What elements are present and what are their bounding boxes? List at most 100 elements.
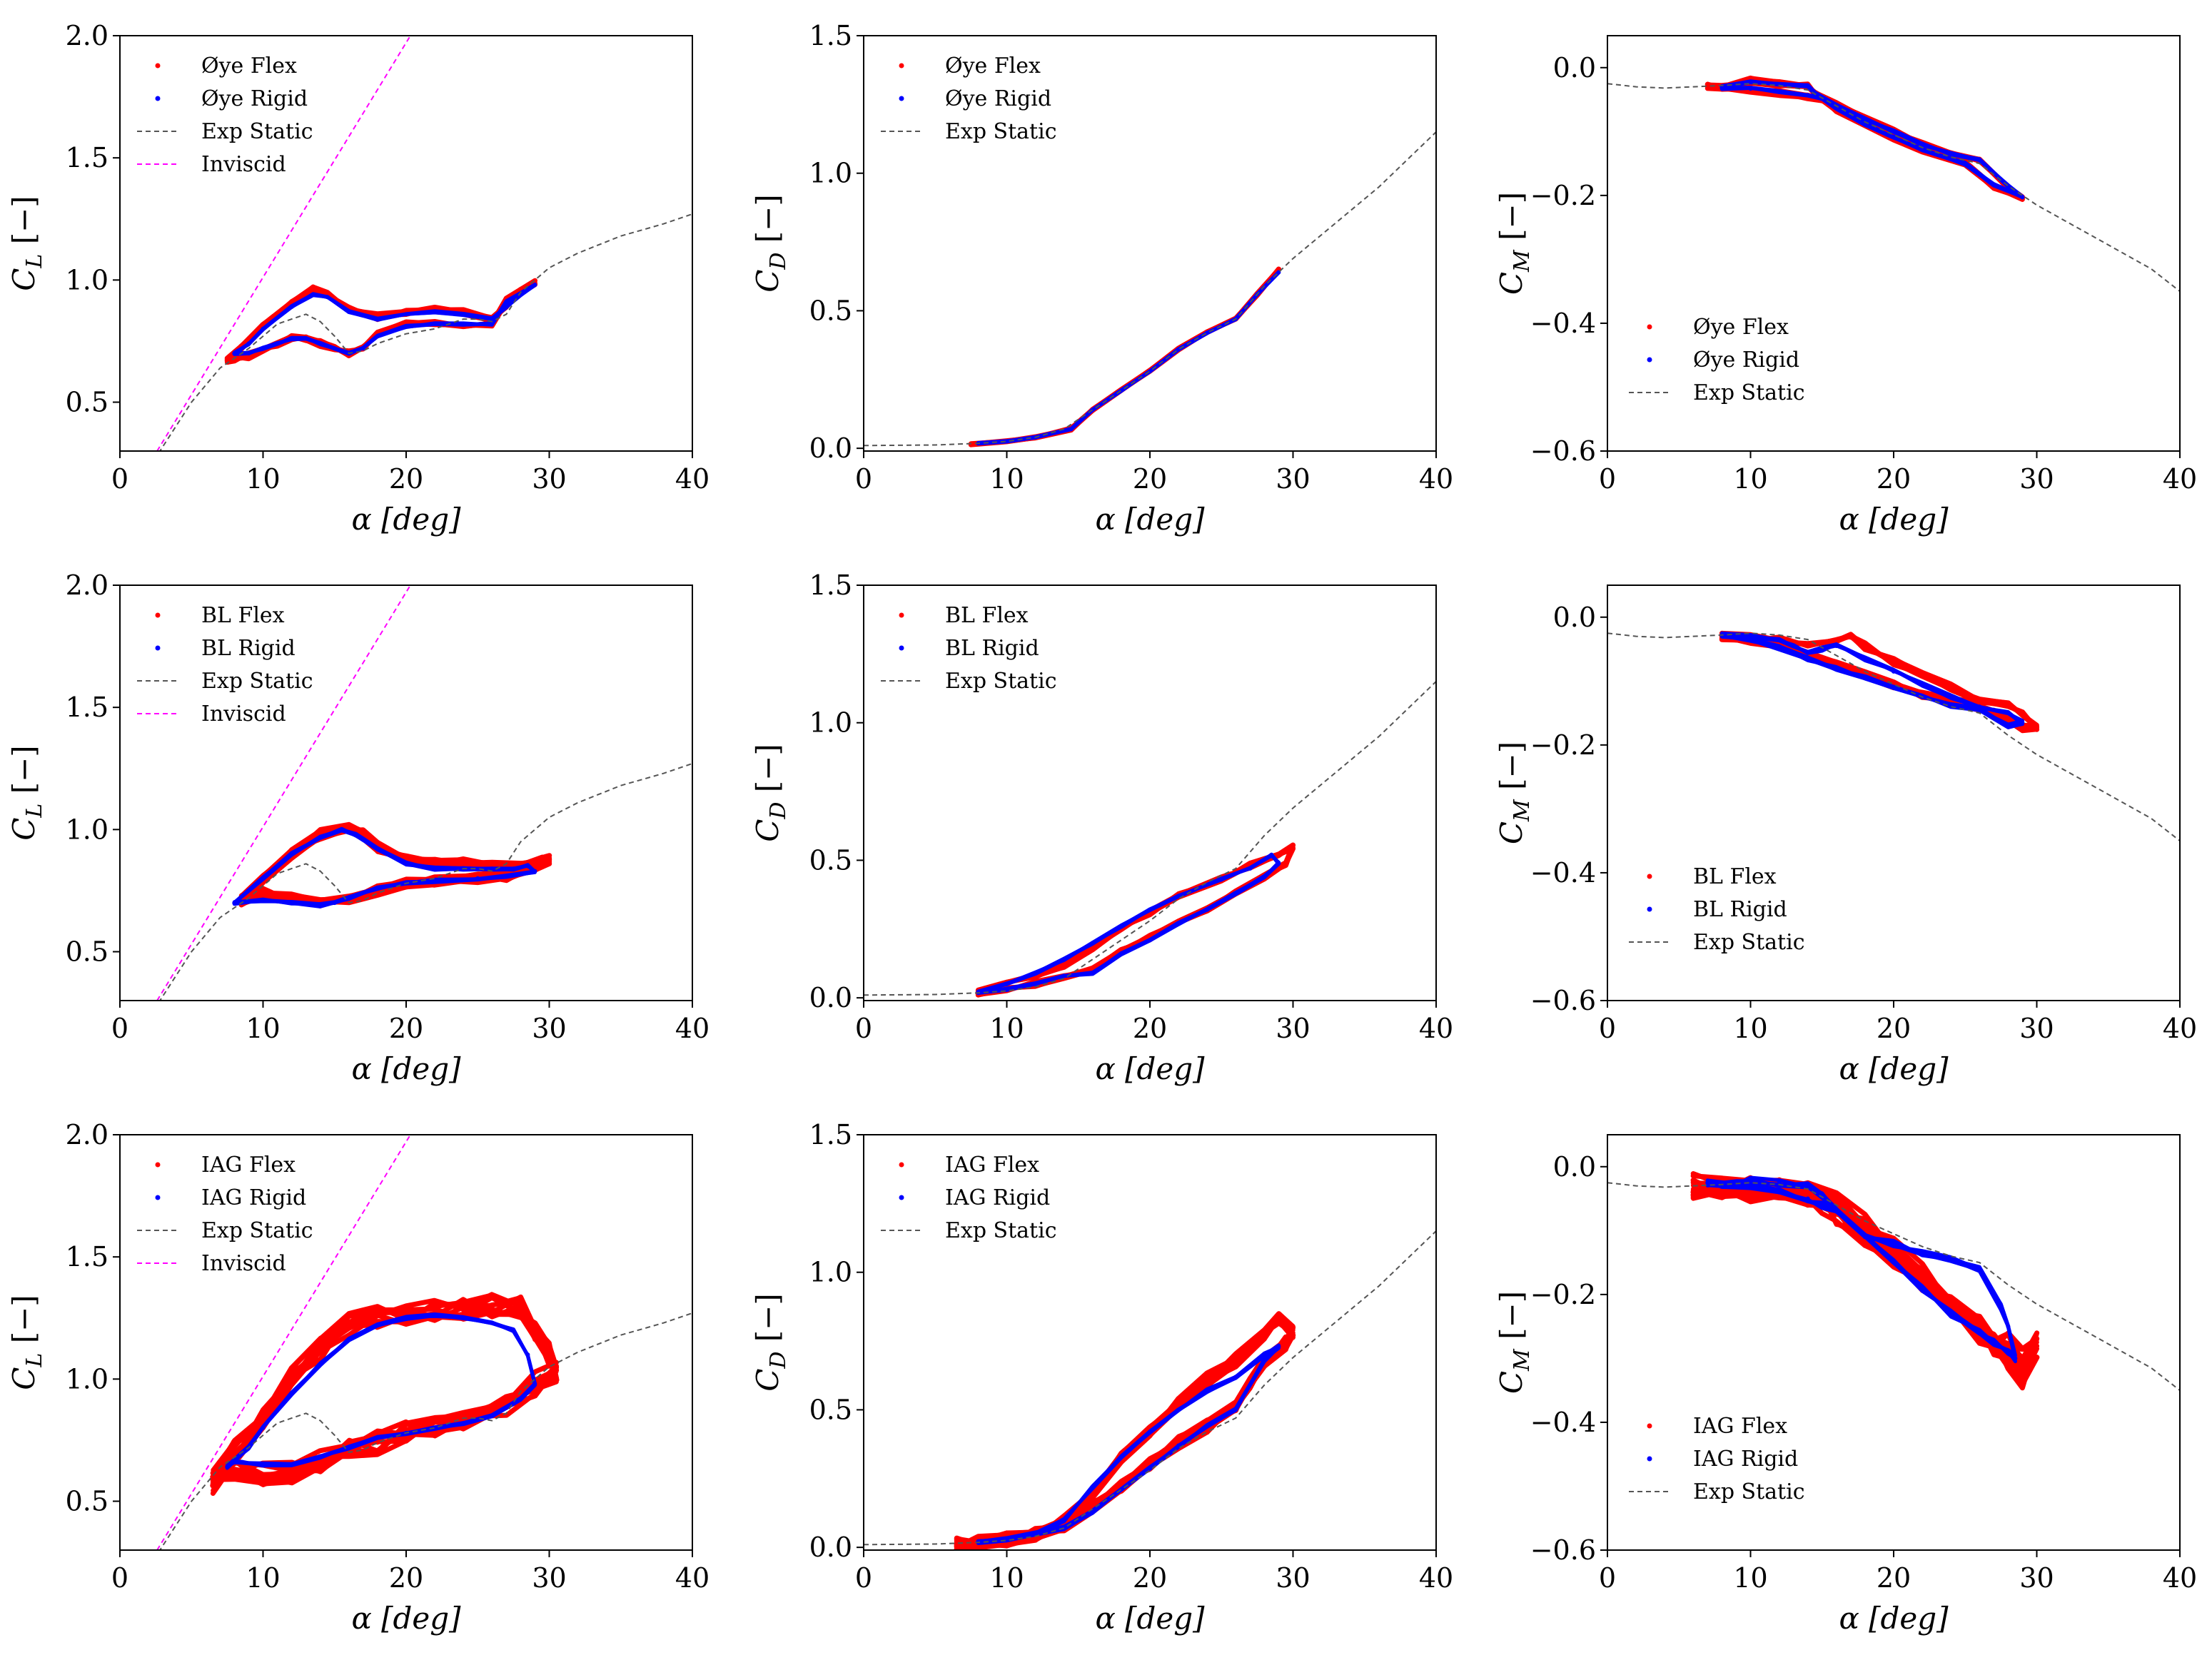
- chart-2-2-series-iag-flex-point: [2020, 1375, 2025, 1380]
- chart-2-1-ytick-label: 1.0: [809, 1257, 852, 1288]
- chart-2-1-plot-area: [864, 1230, 1436, 1550]
- chart-1-0-series-bl-rigid-point: [490, 866, 495, 871]
- chart-1-2-series-bl-rigid-point: [1748, 634, 1753, 639]
- chart-1-0-xtick-label: 40: [675, 1013, 709, 1044]
- chart-2-2-series-iag-rigid-point: [1834, 1209, 1839, 1214]
- chart-0-0-series--ye-rigid-point: [504, 300, 509, 305]
- chart-1-0-series-bl-rigid-point: [289, 851, 294, 856]
- chart-1-0-legend-label: Inviscid: [201, 702, 286, 727]
- chart-2-1-xtick-label: 40: [1419, 1562, 1453, 1594]
- chart-1-1-series-bl-rigid-point: [1033, 981, 1038, 986]
- chart-2-2-ytick-label: 0.0: [1553, 1151, 1596, 1183]
- chart-0-1-xlabel-symbol: α: [1095, 502, 1115, 537]
- chart-2-0-series-iag-flex-point: [211, 1479, 216, 1484]
- chart-1-2-series-bl-rigid-point: [2006, 724, 2011, 728]
- chart-2-2-series-iag-rigid-point: [1920, 1250, 1925, 1255]
- chart-1-0-legend-swatch: [155, 612, 161, 618]
- chart-1-1-series-bl-rigid-point: [1004, 981, 1009, 986]
- chart-0-2: 0 10 20 30 40 0.0 −0.2 −0.4 −0.6 α [deg] CM [−] Øye…: [1494, 35, 2197, 537]
- chart-2-1-xtick-label: 0: [855, 1562, 872, 1594]
- chart-1-0-series-bl-rigid-point: [353, 832, 358, 837]
- chart-0-0-series--ye-rigid-point: [232, 351, 237, 356]
- chart-2-0-series-iag-rigid-point: [261, 1425, 266, 1430]
- chart-0-0-legend: Øye Flex Øye Rigid Exp Static Inviscid: [137, 54, 313, 177]
- chart-2-0-series-iag-rigid-point: [461, 1421, 466, 1425]
- chart-1-2-series-bl-flex-point: [1862, 644, 1867, 649]
- chart-2-2-ytick-label: −0.6: [1530, 1534, 1596, 1566]
- chart-1-0-ylabel-unit: [−]: [6, 745, 41, 803]
- chart-0-0-legend-swatch: [155, 96, 161, 101]
- chart-1-2-legend-swatch: [1647, 874, 1652, 879]
- chart-1-2-plot-area: [1607, 630, 2180, 841]
- chart-1-0-series-bl-rigid-point: [339, 827, 344, 832]
- chart-1-0-series-bl-rigid-point: [375, 846, 380, 851]
- chart-1-2-series-bl-rigid-point: [1949, 694, 1954, 699]
- chart-2-0-series-iag-rigid-point: [490, 1413, 495, 1418]
- chart-0-2-ytick-label: 0.0: [1553, 52, 1596, 83]
- chart-2-2-xlabel: α [deg]: [1839, 1601, 1949, 1636]
- chart-2-0-series-iag-rigid-point: [289, 1391, 294, 1396]
- chart-1-2-series-exp-static: [1607, 632, 2180, 841]
- chart-0-0-series--ye-rigid-point: [261, 346, 266, 351]
- chart-2-0-ylabel-unit: [−]: [6, 1295, 41, 1352]
- chart-2-1-series-iag-rigid-point: [1033, 1531, 1038, 1536]
- chart-0-1-series--ye-flex-cycle: [968, 267, 1281, 447]
- chart-0-0-ylabel-subscript: L: [22, 254, 47, 269]
- chart-0-0-xtick-label: 40: [675, 463, 709, 495]
- chart-1-1-xlabel-unit: [deg]: [1116, 1051, 1205, 1086]
- chart-1-1-ytick-label: 1.0: [809, 707, 852, 739]
- chart-2-0-series-iag-rigid-point: [289, 1462, 294, 1467]
- chart-0-1-legend-label: Øye Flex: [945, 54, 1041, 79]
- chart-1-1-series-bl-rigid-point: [1205, 907, 1210, 912]
- chart-2-2-series-iag-flex-point: [2034, 1343, 2039, 1348]
- chart-1-2-series-bl-rigid-point: [1777, 645, 1782, 650]
- chart-0-2-series--ye-rigid-point: [1777, 89, 1782, 94]
- chart-1-0-series-bl-rigid-point: [404, 861, 408, 866]
- chart-2-0-series-iag-rigid-point: [490, 1320, 495, 1325]
- chart-2-0-series-iag-flex-point: [433, 1308, 438, 1313]
- chart-0-1-series--ye-rigid-cycle: [976, 270, 1281, 445]
- chart-1-1-series-bl-rigid-point: [1148, 907, 1152, 912]
- chart-0-2-series--ye-rigid-point: [1748, 79, 1753, 84]
- chart-1-2-legend-label: Exp Static: [1693, 930, 1805, 955]
- chart-1-1-series-bl-flex-point: [1061, 962, 1066, 967]
- chart-0-2-ylabel-symbol: C: [1494, 272, 1529, 295]
- chart-0-2-legend-label: Øye Rigid: [1693, 348, 1799, 373]
- chart-2-0-series-iag-rigid-point: [525, 1352, 530, 1357]
- chart-2-2-xtick-label: 0: [1599, 1562, 1616, 1594]
- chart-2-1-series-iag-rigid-point: [1118, 1454, 1123, 1459]
- chart-2-0-series-iag-rigid-point: [318, 1454, 323, 1459]
- chart-2-2-series-iag-rigid-point: [1705, 1180, 1710, 1185]
- chart-2-1-series-iag-rigid-point: [1148, 1429, 1152, 1434]
- chart-0-2-legend-label: Exp Static: [1693, 380, 1805, 405]
- chart-1-2-series-bl-rigid-point: [2006, 711, 2011, 716]
- chart-1-2-xtick-label: 40: [2163, 1013, 2197, 1044]
- chart-2-2-series-iag-rigid-point: [2006, 1324, 2011, 1329]
- chart-1-0-series-bl-flex-point: [540, 859, 545, 864]
- chart-2-2-ylabel-unit: [−]: [1494, 1291, 1529, 1349]
- chart-1-2-series-bl-flex-point: [2034, 724, 2039, 728]
- chart-1-0-series-bl-rigid-point: [289, 901, 294, 906]
- chart-0-2-series--ye-rigid-point: [1963, 161, 1968, 166]
- chart-0-0-xlabel-unit: [deg]: [372, 502, 461, 537]
- chart-2-0-xlabel-symbol: α: [351, 1601, 371, 1636]
- chart-2-2-ylabel-symbol: C: [1494, 1371, 1529, 1394]
- chart-2-0-series-iag-flex-point: [261, 1472, 266, 1477]
- chart-0-1-ytick-label: 1.5: [809, 20, 852, 51]
- chart-2-2-legend-swatch: [1647, 1456, 1652, 1462]
- chart-0-2-series--ye-rigid-point: [1977, 158, 1982, 163]
- chart-1-0-plot-area: [156, 585, 692, 1001]
- chart-0-1-ylabel-unit: [−]: [750, 194, 785, 252]
- chart-1-0-series-bl-rigid-point: [433, 866, 438, 871]
- chart-0-0-series--ye-rigid-point: [246, 351, 251, 356]
- chart-1-1-series-bl-rigid-point: [1061, 973, 1066, 978]
- chart-2-0-xtick-label: 20: [389, 1562, 423, 1594]
- chart-0-0-series--ye-rigid-point: [404, 324, 408, 329]
- chart-2-2-series-iag-flex-point: [2006, 1343, 2011, 1348]
- chart-0-1-series--ye-flex-cycle: [968, 266, 1281, 447]
- chart-2-1-series-iag-rigid-point: [1176, 1443, 1181, 1448]
- chart-0-2-xtick-label: 10: [1733, 463, 1767, 495]
- chart-1-2-ylabel-unit: [−]: [1494, 742, 1529, 799]
- chart-1-1-series-bl-rigid: [976, 852, 1281, 996]
- chart-0-1: 0 10 20 30 40 0.0 0.5 1.0 1.5 α [deg] CD [−] Øye Fl…: [750, 20, 1453, 537]
